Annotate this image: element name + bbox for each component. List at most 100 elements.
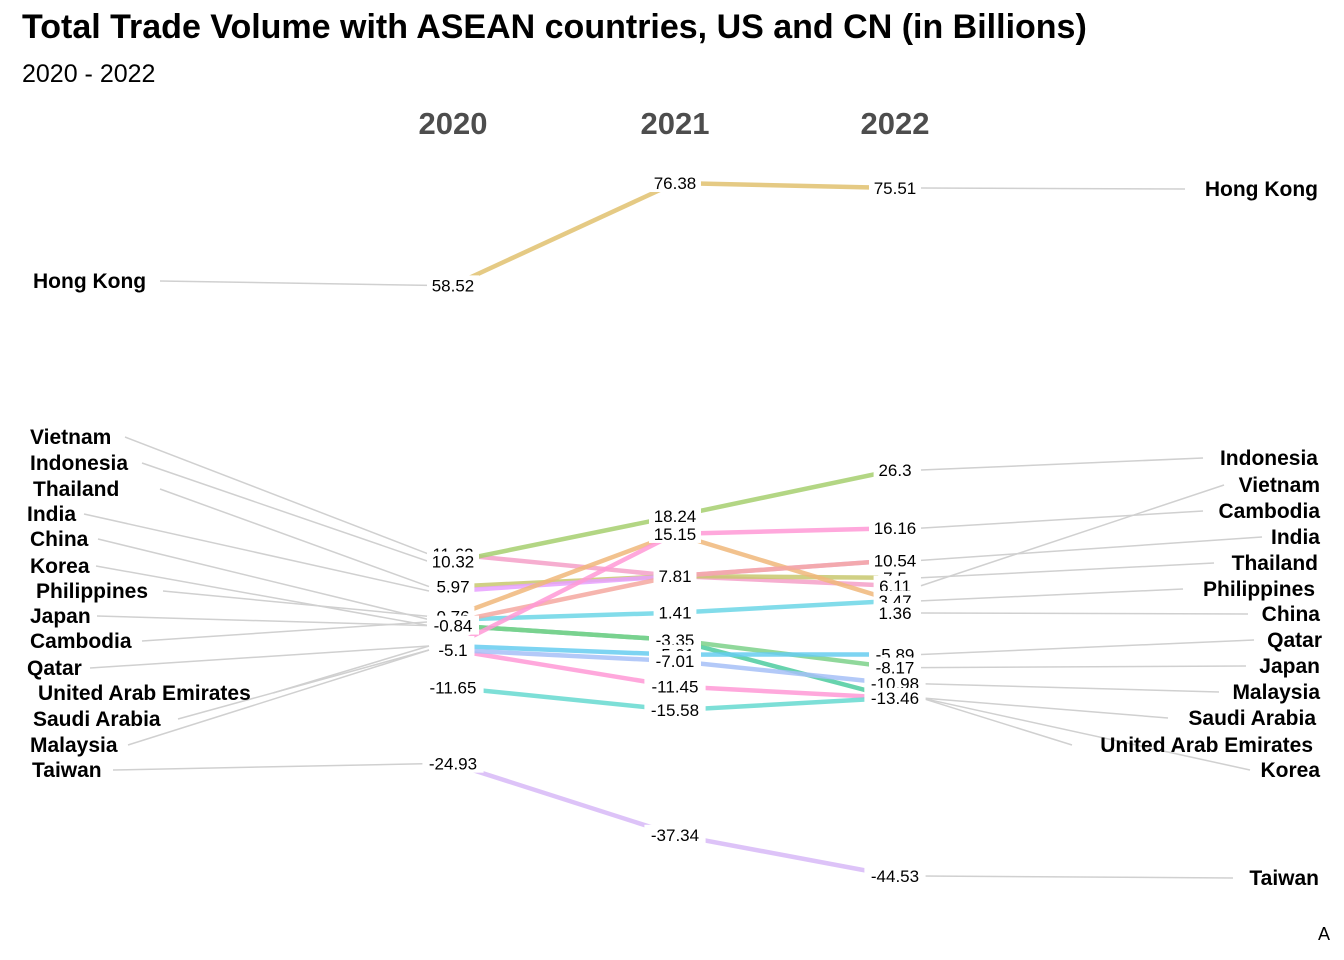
country-label-right-china: China: [1262, 603, 1321, 626]
leader-line-right: [920, 562, 1215, 579]
series-line-taiwan: [452, 761, 896, 879]
country-label-left-korea: Korea: [30, 555, 90, 578]
country-label-left-hong-kong: Hong Kong: [33, 270, 146, 293]
country-label-right-cambodia: Cambodia: [1218, 500, 1320, 523]
value-label-bg: [431, 640, 475, 660]
chart-subtitle: 2020 - 2022: [22, 60, 156, 88]
value-label-2021: -37.34: [651, 826, 699, 845]
value-label-bg: [649, 506, 701, 526]
leader-line-left: [159, 280, 430, 287]
country-label-right-india: India: [1271, 526, 1320, 549]
value-label-bg: [649, 173, 701, 193]
leader-line-left: [124, 436, 430, 555]
value-label-bg: [422, 753, 484, 773]
value-label-2022: 26.3: [878, 461, 911, 480]
value-label-bg: [869, 518, 921, 538]
value-label-bg: [649, 650, 701, 670]
value-label-bg: [644, 700, 706, 720]
value-label-bg: [873, 602, 917, 622]
leader-line-left: [159, 488, 430, 588]
country-label-left-cambodia: Cambodia: [30, 630, 132, 653]
value-label-2021: 18.24: [654, 507, 697, 526]
country-label-left-qatar: Qatar: [27, 657, 82, 680]
value-label-2022: 16.16: [874, 519, 917, 538]
leader-line-left: [141, 462, 430, 563]
value-label-2020: 58.52: [432, 276, 475, 295]
leader-line-right: [920, 682, 1220, 693]
leader-line-right: [920, 536, 1263, 562]
country-label-left-vietnam: Vietnam: [30, 426, 111, 449]
value-label-2021: -7.01: [656, 652, 695, 671]
leader-line-left: [89, 645, 430, 669]
leader-line-right: [920, 875, 1234, 879]
value-label-2020: -0.84: [434, 617, 473, 636]
value-label-2020: -5.1: [438, 641, 467, 660]
value-label-bg: [422, 677, 484, 697]
leader-line-left: [97, 538, 430, 621]
value-label-2022: -44.53: [871, 867, 919, 886]
value-label-2021: 1.41: [658, 604, 691, 623]
leader-line-right: [920, 510, 1204, 529]
year-headers: 2020 2021 2022: [419, 106, 930, 141]
value-label-bg: [869, 550, 921, 570]
country-label-right-malaysia: Malaysia: [1232, 681, 1320, 704]
country-label-right-qatar: Qatar: [1267, 629, 1322, 652]
value-label-2022: 10.54: [874, 551, 917, 570]
country-label-right-taiwan: Taiwan: [1249, 867, 1319, 890]
country-label-left-taiwan: Taiwan: [32, 759, 102, 782]
country-label-right-indonesia: Indonesia: [1220, 447, 1318, 470]
value-label-bg: [869, 178, 921, 197]
value-label-bg: [864, 866, 926, 885]
leader-line-right: [920, 697, 1073, 746]
year-header-2022: 2022: [861, 106, 930, 141]
country-label-right-korea: Korea: [1260, 759, 1320, 782]
value-label-bg: [649, 523, 701, 543]
country-label-right-saudi-arabia: Saudi Arabia: [1188, 707, 1316, 730]
value-label-2022: 1.36: [878, 604, 911, 623]
leader-line-right: [920, 612, 1249, 615]
value-label-2020: 5.97: [436, 578, 469, 597]
value-label-bg: [644, 676, 706, 696]
year-header-2021: 2021: [641, 106, 710, 141]
leader-line-left: [83, 513, 430, 592]
country-label-left-malaysia: Malaysia: [30, 734, 118, 757]
value-label-2020: -11.65: [430, 679, 477, 698]
value-label-bg: [427, 615, 479, 635]
value-label-2022: -8.17: [876, 659, 915, 678]
value-label-bg: [427, 275, 479, 295]
value-label-bg: [873, 575, 917, 595]
value-label-bg: [869, 657, 921, 677]
country-label-right-philippines: Philippines: [1203, 578, 1315, 601]
value-label-bg: [864, 687, 926, 707]
value-label-bg: [873, 460, 917, 480]
value-label-2021: -11.45: [652, 677, 699, 696]
leader-line-left: [95, 565, 430, 627]
value-label-2020: 10.32: [432, 553, 475, 572]
leader-line-left: [177, 649, 430, 720]
country-label-right-hong-kong: Hong Kong: [1205, 178, 1318, 201]
value-label-2021: 76.38: [654, 174, 697, 193]
country-label-left-india: India: [27, 503, 76, 526]
country-label-left-indonesia: Indonesia: [30, 452, 128, 475]
caption: A: [1317, 924, 1330, 944]
leader-line-right: [920, 697, 1251, 771]
leader-lines: [83, 187, 1263, 879]
leader-line-right: [920, 187, 1186, 190]
country-label-right-thailand: Thailand: [1232, 552, 1318, 575]
value-label-2022: -13.46: [871, 689, 919, 708]
country-label-left-thailand: Thailand: [33, 478, 119, 501]
leader-line-left: [141, 621, 430, 642]
value-label-2021: -15.58: [651, 701, 699, 720]
leader-line-left: [162, 590, 430, 618]
value-label-2021: 7.81: [658, 567, 691, 586]
value-label-2022: 75.51: [874, 179, 917, 198]
value-label-bg: [653, 566, 697, 586]
chart-title: Total Trade Volume with ASEAN countries,…: [22, 8, 1087, 46]
value-label-2021: 15.15: [654, 525, 697, 544]
value-label-bg: [644, 824, 706, 844]
value-label-2020: -24.93: [429, 755, 477, 774]
country-label-left-philippines: Philippines: [36, 580, 148, 603]
country-label-right-united-arab-emirates: United Arab Emirates: [1100, 734, 1313, 757]
country-labels: Hong KongVietnamIndonesiaThailandIndiaCh…: [27, 178, 1322, 890]
